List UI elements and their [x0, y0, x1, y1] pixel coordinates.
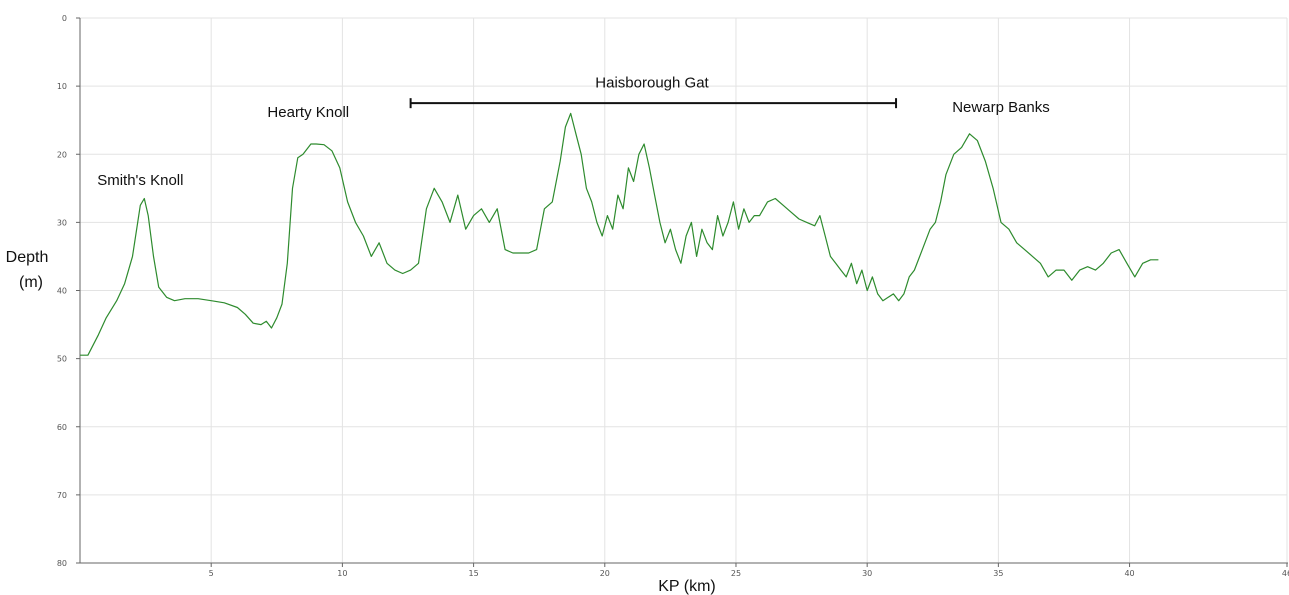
y-tick-label: 70 — [57, 491, 67, 500]
x-tick-label: 20 — [600, 569, 610, 578]
y-tick-label: 60 — [57, 423, 67, 432]
grid-lines — [80, 17, 1288, 563]
depth-profile-line — [80, 112, 1159, 356]
y-tick-label: 80 — [57, 559, 67, 568]
x-tick-label: 40 — [1124, 569, 1134, 578]
x-tick-label: 25 — [731, 569, 741, 578]
range-markers — [409, 98, 898, 109]
y-tick-label: 50 — [57, 355, 67, 364]
y-tick-label: 30 — [57, 218, 67, 227]
x-tick-label: 30 — [862, 569, 872, 578]
series-layer — [80, 112, 1159, 356]
tick-labels: 5 10 15 20 25 30 35 40 46 0 10 20 30 40 50 60 70 80 — [57, 14, 1289, 578]
y-tick-label: 0 — [62, 14, 67, 23]
x-tick-label: 46 — [1282, 569, 1289, 578]
y-axis-title-line2: (m) — [19, 274, 43, 291]
annotation-label: Haisborough Gat — [595, 74, 709, 91]
annotation-label: Smith's Knoll — [97, 172, 183, 189]
annotations: Smith's Knoll Hearty Knoll Haisborough Gat… — [97, 74, 1050, 188]
annotation-label: Newarp Banks — [952, 99, 1050, 116]
y-axis-title-line1: Depth — [6, 249, 49, 266]
y-tick-label: 40 — [57, 287, 67, 296]
y-tick-label: 20 — [57, 150, 67, 159]
x-tick-label: 5 — [209, 569, 214, 578]
x-tick-label: 35 — [993, 569, 1003, 578]
annotation-label: Hearty Knoll — [267, 104, 349, 121]
x-tick-label: 10 — [337, 569, 347, 578]
x-tick-label: 15 — [468, 569, 478, 578]
x-axis-title: KP (km) — [658, 578, 715, 595]
y-tick-label: 10 — [57, 82, 67, 91]
